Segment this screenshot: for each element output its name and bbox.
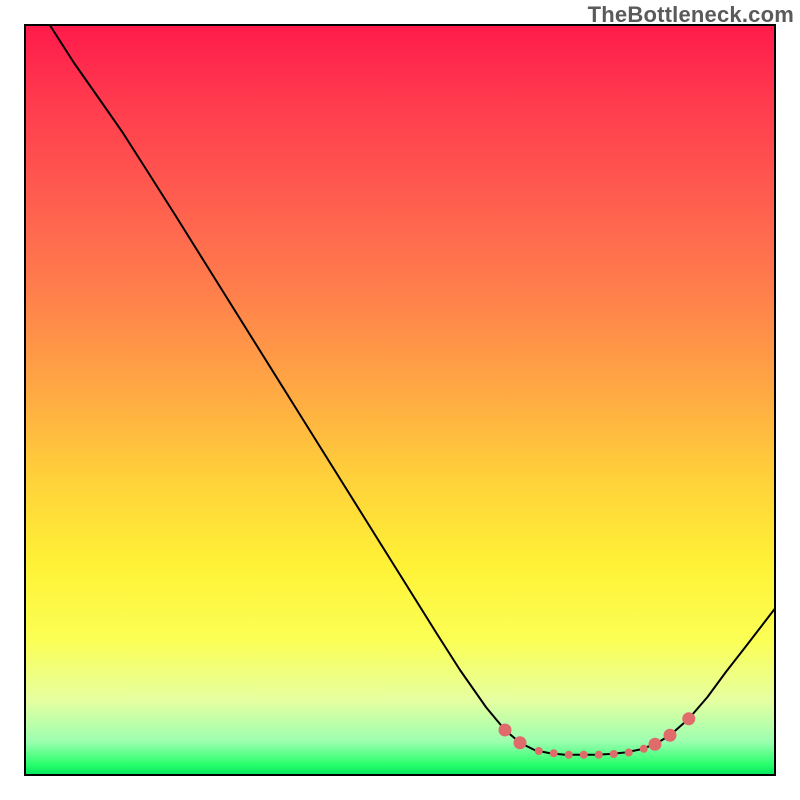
- highlight-marker: [499, 724, 512, 737]
- gradient-background: [25, 25, 775, 775]
- chart-container: TheBottleneck.com: [0, 0, 800, 800]
- highlight-marker: [640, 745, 648, 753]
- highlight-marker: [535, 747, 543, 755]
- highlight-marker: [550, 749, 558, 757]
- highlight-marker: [580, 751, 588, 759]
- bottleneck-curve-chart: [0, 0, 800, 800]
- highlight-marker: [595, 751, 603, 759]
- highlight-marker: [664, 729, 677, 742]
- highlight-marker: [682, 712, 695, 725]
- highlight-marker: [565, 751, 573, 759]
- highlight-marker: [610, 750, 618, 758]
- highlight-marker: [625, 749, 633, 757]
- highlight-marker: [649, 738, 662, 751]
- highlight-marker: [514, 736, 527, 749]
